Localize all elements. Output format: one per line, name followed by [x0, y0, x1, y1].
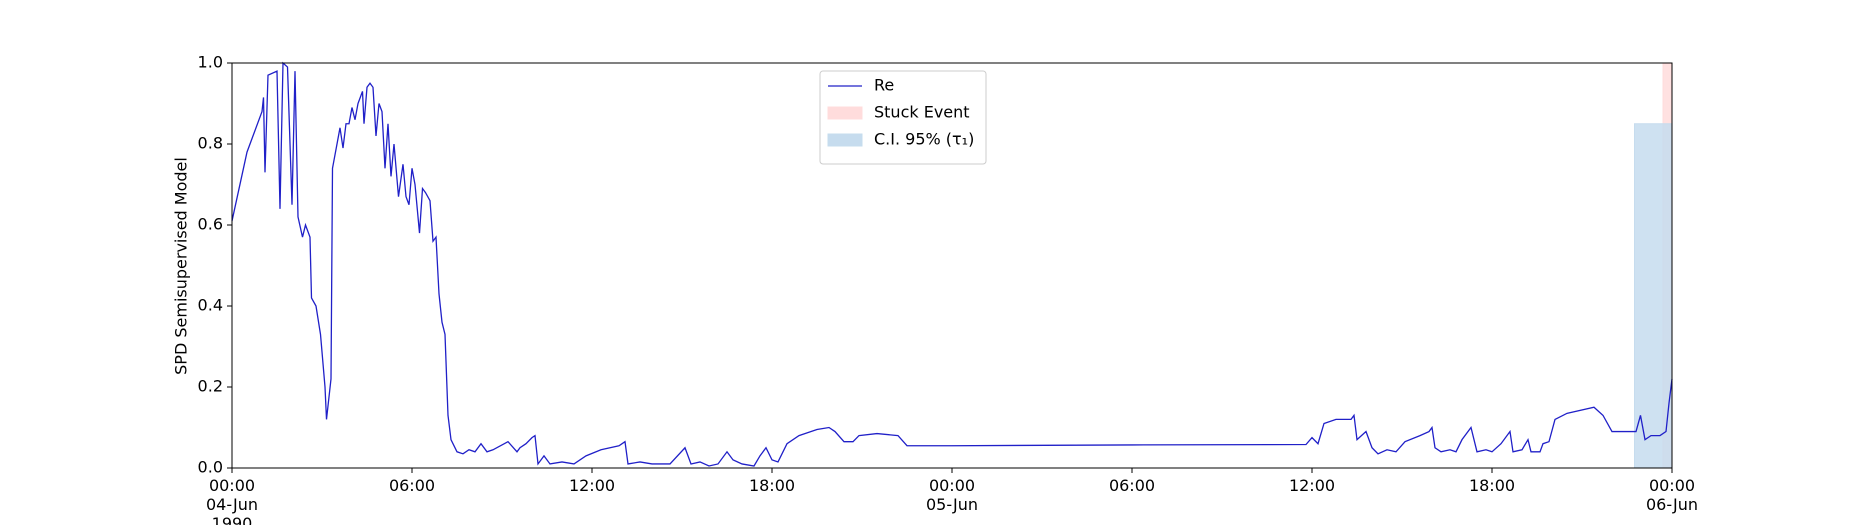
y-tick-label: 0.4	[198, 296, 223, 315]
legend-label: Stuck Event	[874, 103, 970, 122]
series-line	[231, 61, 1673, 467]
y-axis-label: SPD Semisupervised Model	[172, 157, 191, 375]
legend-label: C.I. 95% (τ₁)	[874, 130, 974, 149]
y-tick-label: 0.8	[198, 134, 223, 153]
y-tick-label: 0.0	[198, 458, 223, 477]
y-tick-label: 0.2	[198, 377, 223, 396]
x-tick-label: 00:00 05-Jun	[925, 476, 979, 514]
x-tick-label: 18:00	[1468, 476, 1516, 495]
x-tick-label: 00:00 04-Jun 1990	[205, 476, 259, 525]
y-tick-label: 1.0	[198, 53, 223, 72]
legend-swatch	[827, 106, 863, 120]
legend-label: Re	[874, 76, 894, 95]
x-tick-label: 06:00	[1108, 476, 1156, 495]
x-tick-label: 12:00	[568, 476, 616, 495]
x-tick-label: 18:00	[748, 476, 796, 495]
x-tick-label: 06:00	[388, 476, 436, 495]
x-tick-label: 12:00	[1288, 476, 1336, 495]
y-tick-label: 0.6	[198, 215, 223, 234]
legend-swatch	[827, 133, 863, 147]
x-tick-label: 00:00 06-Jun	[1645, 476, 1699, 514]
